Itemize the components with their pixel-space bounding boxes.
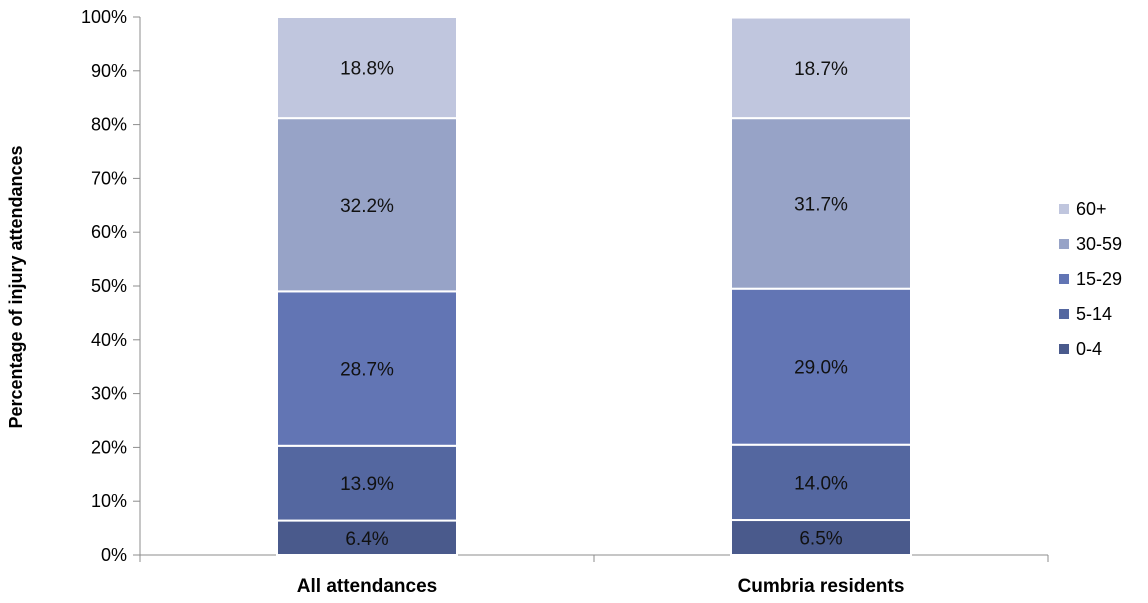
- x-category-label: Cumbria residents: [738, 576, 905, 597]
- bar-segment-60+: [276, 16, 458, 120]
- bar-segment-30-59: [276, 117, 458, 293]
- legend-swatch-30-59: [1059, 239, 1069, 249]
- legend-label: 15-29: [1076, 269, 1122, 289]
- data-label: 13.9%: [340, 474, 394, 495]
- legend-label: 30-59: [1076, 234, 1122, 254]
- y-tick-label: 10%: [91, 491, 127, 511]
- data-label: 18.7%: [794, 59, 848, 80]
- y-tick-label: 90%: [91, 61, 127, 81]
- bar-segment-30-59: [730, 117, 912, 290]
- x-category-label: All attendances: [297, 576, 437, 597]
- bar-segment-0-4: [730, 519, 912, 557]
- bar-segment-5-14: [276, 444, 458, 522]
- y-tick-label: 50%: [91, 276, 127, 296]
- y-tick-label: 60%: [91, 222, 127, 242]
- legend-label: 60+: [1076, 199, 1107, 219]
- bar-segment-60+: [730, 16, 912, 120]
- data-label: 32.2%: [340, 196, 394, 217]
- y-tick-label: 0%: [101, 545, 127, 565]
- bar-segment-0-4: [276, 519, 458, 556]
- data-label: 29.0%: [794, 358, 848, 379]
- legend-swatch-5-14: [1059, 309, 1069, 319]
- y-tick-label: 20%: [91, 437, 127, 457]
- y-tick-label: 80%: [91, 115, 127, 135]
- legend-label: 5-14: [1076, 304, 1112, 324]
- y-axis-title: Percentage of injury attendances: [6, 145, 26, 428]
- legend-swatch-60+: [1059, 204, 1069, 214]
- y-tick-label: 70%: [91, 168, 127, 188]
- legend-swatch-15-29: [1059, 274, 1069, 284]
- data-label: 31.7%: [794, 194, 848, 215]
- legend: 60+ 30-59 15-29 5-14 0-4: [1059, 199, 1122, 359]
- data-label: 14.0%: [794, 473, 848, 494]
- y-tick-label: 40%: [91, 330, 127, 350]
- legend-label: 0-4: [1076, 339, 1102, 359]
- bars: 6.4% 13.9% 28.7% 32.2% 18.8% All attendances 6…: [276, 16, 912, 597]
- data-label: 6.5%: [799, 529, 842, 550]
- data-label: 18.8%: [340, 59, 394, 80]
- legend-swatch-0-4: [1059, 344, 1069, 354]
- y-tick-label: 30%: [91, 384, 127, 404]
- bar-segment-15-29: [730, 287, 912, 446]
- y-tick-label: 100%: [81, 7, 127, 27]
- data-label: 28.7%: [340, 360, 394, 381]
- axes: 0% 10% 20% 30% 40% 50% 60% 70% 80% 90% 100%: [81, 7, 1049, 565]
- data-label: 6.4%: [345, 529, 388, 550]
